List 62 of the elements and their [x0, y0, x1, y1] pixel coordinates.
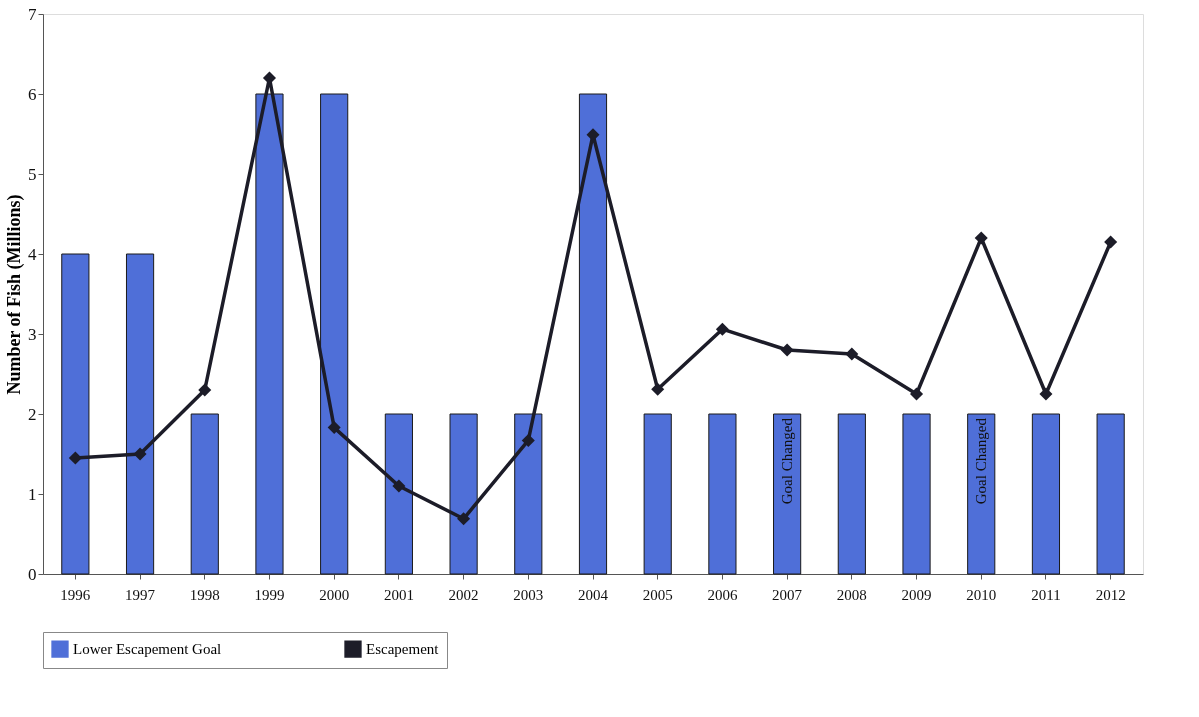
bar [1096, 413, 1125, 575]
bar [708, 413, 737, 575]
x-tick-label: 2007 [772, 586, 803, 603]
y-tick-label: 3 [28, 324, 37, 344]
point [780, 343, 794, 357]
bar [902, 413, 931, 575]
x-tick-label: 1999 [254, 586, 285, 603]
legend-label: Escapement [366, 641, 440, 658]
bar [967, 413, 996, 575]
x-tick-label: 2003 [513, 586, 544, 603]
point [198, 383, 212, 397]
point [715, 322, 729, 336]
bar [125, 253, 155, 575]
y-tick-label: 5 [28, 164, 37, 184]
point [457, 512, 471, 526]
x-tick-label: 2010 [966, 586, 997, 603]
y-tick-label: 0 [28, 564, 37, 584]
point [974, 231, 988, 245]
x-tick-label: 2008 [836, 586, 867, 603]
x-tick-label: 2000 [319, 586, 350, 603]
x-tick-label: 2009 [901, 586, 932, 603]
annotation: Goal Changed [973, 417, 990, 505]
bar [255, 93, 284, 575]
x-tick-label: 2001 [383, 586, 414, 603]
point [1104, 235, 1118, 249]
x-tick-label: 1998 [189, 586, 220, 603]
annotation: Goal Changed [779, 417, 796, 505]
point [845, 347, 859, 361]
bar [578, 93, 608, 575]
bar [1031, 413, 1061, 575]
point [651, 382, 665, 396]
point [910, 387, 924, 401]
y-tick-label: 7 [28, 4, 37, 24]
bar [320, 93, 349, 575]
point [133, 447, 147, 461]
x-tick-label: 2005 [642, 586, 673, 603]
y-tick-label: 4 [28, 244, 37, 264]
bar [514, 413, 543, 575]
bar [61, 253, 90, 575]
x-tick-label: 1996 [60, 586, 91, 603]
x-tick-label: 2011 [1031, 586, 1061, 603]
point [68, 451, 82, 465]
x-tick-label: 1997 [125, 586, 156, 603]
y-tick-label: 2 [28, 404, 37, 424]
x-tick-label: 2006 [707, 586, 738, 603]
x-tick-label: 2004 [578, 586, 609, 603]
y-tick-label: 1 [28, 484, 37, 504]
bar [449, 413, 478, 575]
bar [643, 413, 672, 575]
bar [837, 413, 866, 575]
x-tick-label: 2002 [448, 586, 479, 603]
x-tick-label: 2012 [1095, 586, 1126, 603]
bar [190, 413, 219, 575]
y-tick-label: 6 [28, 84, 37, 104]
point [327, 421, 341, 435]
legend-label: Lower Escapement Goal [73, 641, 222, 658]
bar [773, 413, 802, 575]
y-axis-title: Number of Fish (Millions) [4, 194, 25, 395]
bar [384, 413, 413, 575]
point [521, 433, 535, 447]
point [392, 479, 406, 493]
point [1039, 387, 1053, 401]
